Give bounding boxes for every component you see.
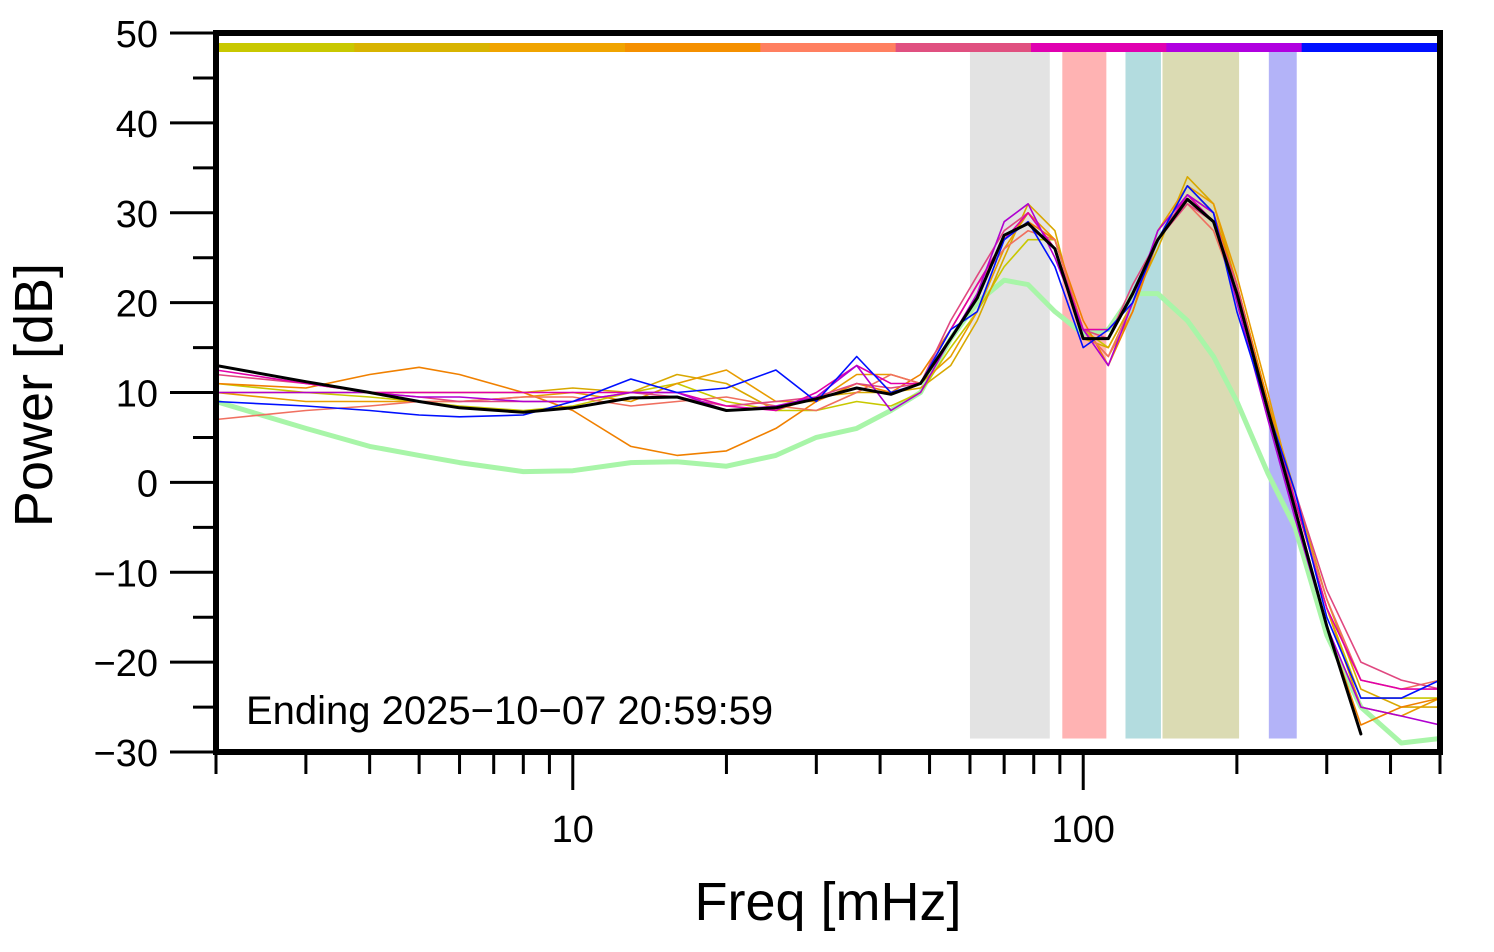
- band: [1268, 50, 1297, 739]
- y-tick-label: 0: [137, 463, 158, 505]
- plot-frame: [213, 30, 1443, 755]
- color-bar-segment: [354, 43, 491, 52]
- series-line: [216, 194, 1440, 726]
- band: [1125, 50, 1161, 739]
- y-tick-label: 50: [116, 14, 158, 56]
- color-bar-segment: [895, 43, 1032, 52]
- annotation: Ending 2025−10−07 20:59:59: [246, 689, 773, 733]
- y-tick-label: 10: [116, 374, 158, 416]
- series-line: [216, 277, 1440, 746]
- color-bar-segment: [489, 43, 626, 52]
- y-tick-label: 40: [116, 104, 158, 146]
- color-bar-segment: [760, 43, 897, 52]
- band: [1062, 50, 1107, 739]
- color-bar-segment: [1031, 43, 1167, 52]
- y-tick-label: −20: [94, 643, 158, 685]
- series-line: [216, 197, 1363, 736]
- color-bar-segment: [1301, 43, 1438, 52]
- y-tick-label: −30: [94, 733, 158, 775]
- color-bar-segment: [219, 43, 355, 52]
- x-axis-label: Freq [mHz]: [694, 872, 961, 932]
- band: [1162, 50, 1240, 739]
- y-tick-label: 20: [116, 284, 158, 326]
- color-bar: [219, 43, 1438, 52]
- x-tick-label: 10: [552, 809, 594, 851]
- band: [969, 50, 1050, 739]
- axes: −30 −20 −10 0 10 20 30 40 50 10 100: [94, 14, 1442, 851]
- y-axis-label: Power [dB]: [4, 263, 64, 527]
- y-tick-label: −10: [94, 553, 158, 595]
- y-tick-label: 30: [116, 194, 158, 236]
- color-bar-segment: [625, 43, 761, 52]
- lines: [216, 176, 1440, 746]
- color-bar-segment: [1166, 43, 1303, 52]
- bands: [969, 50, 1297, 739]
- x-tick-label: 100: [1052, 809, 1115, 851]
